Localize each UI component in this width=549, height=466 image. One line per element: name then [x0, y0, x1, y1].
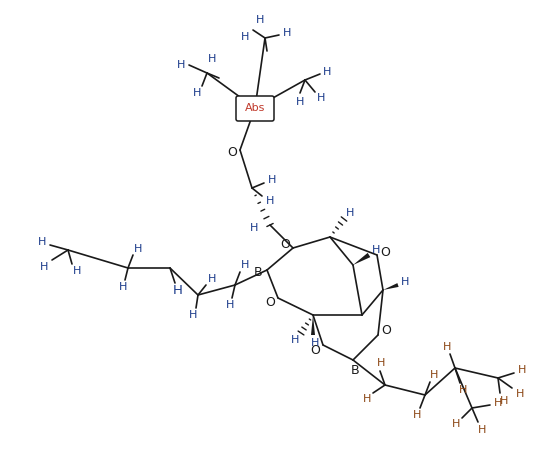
Text: H: H [500, 396, 508, 406]
Text: H: H [38, 237, 46, 247]
Text: H: H [241, 260, 249, 270]
Text: H: H [363, 394, 371, 404]
Text: H: H [291, 335, 299, 345]
Text: H: H [372, 245, 380, 255]
Text: H: H [452, 419, 460, 429]
Text: H: H [459, 385, 467, 395]
Text: H: H [40, 262, 48, 272]
Text: H: H [268, 175, 276, 185]
Text: H: H [256, 15, 264, 25]
Text: H: H [317, 93, 325, 103]
Text: O: O [310, 344, 320, 357]
Text: H: H [193, 88, 201, 98]
Polygon shape [311, 315, 315, 335]
Text: H: H [189, 310, 197, 320]
Text: H: H [516, 389, 524, 399]
Text: O: O [381, 323, 391, 336]
Polygon shape [353, 253, 371, 265]
Text: H: H [241, 32, 249, 42]
Text: O: O [265, 295, 275, 308]
Text: H: H [494, 398, 502, 408]
Text: H: H [283, 28, 291, 38]
Text: H: H [296, 97, 304, 107]
Polygon shape [383, 283, 399, 290]
Text: H: H [430, 370, 438, 380]
Text: H: H [173, 285, 183, 297]
Text: H: H [346, 208, 354, 218]
Text: H: H [177, 60, 185, 70]
FancyBboxPatch shape [236, 96, 274, 121]
Text: B: B [254, 266, 262, 279]
Text: H: H [208, 54, 216, 64]
Text: H: H [119, 282, 127, 292]
Text: O: O [380, 246, 390, 259]
Text: O: O [227, 145, 237, 158]
Text: H: H [134, 244, 142, 254]
Text: Abs: Abs [245, 103, 265, 113]
Text: H: H [518, 365, 526, 375]
Text: H: H [478, 425, 486, 435]
Text: H: H [401, 277, 409, 287]
Text: H: H [311, 338, 319, 348]
Text: H: H [323, 67, 331, 77]
Text: H: H [443, 342, 451, 352]
Text: H: H [208, 274, 216, 284]
Text: H: H [377, 358, 385, 368]
Text: O: O [280, 238, 290, 251]
Text: H: H [73, 266, 81, 276]
Text: B: B [351, 363, 359, 377]
Text: H: H [226, 300, 234, 310]
Text: H: H [250, 223, 258, 233]
Text: H: H [266, 196, 274, 206]
Text: H: H [413, 410, 421, 420]
